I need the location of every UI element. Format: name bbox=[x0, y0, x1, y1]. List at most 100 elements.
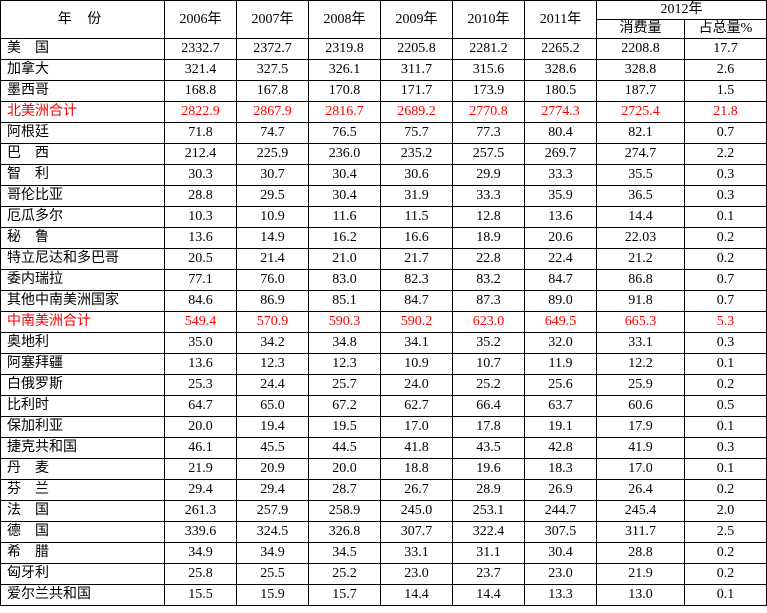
row-name: 白俄罗斯 bbox=[0, 374, 165, 396]
cell-value: 0.1 bbox=[684, 206, 767, 228]
cell-value: 324.5 bbox=[236, 521, 309, 543]
cell-value: 21.8 bbox=[684, 101, 767, 123]
cell-value: 10.7 bbox=[452, 353, 525, 375]
cell-value: 235.2 bbox=[380, 143, 453, 165]
cell-value: 258.9 bbox=[308, 500, 381, 522]
cell-value: 80.4 bbox=[524, 122, 597, 144]
cell-value: 549.4 bbox=[164, 311, 237, 333]
table-row: 阿塞拜疆 13.6 12.3 12.3 10.9 10.7 11.9 12.2 0.1 bbox=[0, 353, 767, 375]
cell-value: 35.0 bbox=[164, 332, 237, 354]
cell-value: 2770.8 bbox=[452, 101, 525, 123]
row-name: 保加利亚 bbox=[0, 416, 165, 438]
cell-value: 0.3 bbox=[684, 437, 767, 459]
cell-value: 35.5 bbox=[596, 164, 685, 186]
cell-value: 32.0 bbox=[524, 332, 597, 354]
cell-value: 321.4 bbox=[164, 59, 237, 81]
cell-value: 2822.9 bbox=[164, 101, 237, 123]
cell-value: 590.2 bbox=[380, 311, 453, 333]
cell-value: 322.4 bbox=[452, 521, 525, 543]
cell-value: 41.9 bbox=[596, 437, 685, 459]
cell-value: 19.6 bbox=[452, 458, 525, 480]
cell-value: 20.6 bbox=[524, 227, 597, 249]
cell-value: 17.0 bbox=[596, 458, 685, 480]
table-row: 委内瑞拉 77.1 76.0 83.0 82.3 83.2 84.7 86.8 0.7 bbox=[0, 269, 767, 291]
cell-value: 14.9 bbox=[236, 227, 309, 249]
table-row: 智 利 30.3 30.7 30.4 30.6 29.9 33.3 35.5 0.3 bbox=[0, 164, 767, 186]
cell-value: 29.5 bbox=[236, 185, 309, 207]
cell-value: 30.4 bbox=[308, 185, 381, 207]
cell-value: 5.3 bbox=[684, 311, 767, 333]
cell-value: 13.6 bbox=[164, 227, 237, 249]
sub-header: 消费量 bbox=[596, 19, 685, 39]
cell-value: 33.3 bbox=[524, 164, 597, 186]
table-row: 白俄罗斯 25.3 24.4 25.7 24.0 25.2 25.6 25.9 0.2 bbox=[0, 374, 767, 396]
cell-value: 23.0 bbox=[524, 563, 597, 585]
cell-value: 15.5 bbox=[164, 584, 237, 606]
row-name: 智 利 bbox=[0, 164, 165, 186]
table-row: 其他中南美洲国家 84.6 86.9 85.1 84.7 87.3 89.0 91.8 0.7 bbox=[0, 290, 767, 312]
cell-value: 326.8 bbox=[308, 521, 381, 543]
year-label: 年 份 bbox=[0, 0, 165, 39]
table-body: 美 国 2332.7 2372.7 2319.8 2205.8 2281.2 2265.2 2… bbox=[0, 38, 767, 606]
cell-value: 28.8 bbox=[164, 185, 237, 207]
cell-value: 21.9 bbox=[164, 458, 237, 480]
cell-value: 0.2 bbox=[684, 248, 767, 270]
cell-value: 11.9 bbox=[524, 353, 597, 375]
cell-value: 75.7 bbox=[380, 122, 453, 144]
year-header: 2008年 bbox=[308, 0, 381, 39]
cell-value: 22.4 bbox=[524, 248, 597, 270]
cell-value: 82.1 bbox=[596, 122, 685, 144]
cell-value: 15.7 bbox=[308, 584, 381, 606]
cell-value: 261.3 bbox=[164, 500, 237, 522]
cell-value: 257.5 bbox=[452, 143, 525, 165]
cell-value: 2.0 bbox=[684, 500, 767, 522]
year-header: 2007年 bbox=[236, 0, 309, 39]
cell-value: 168.8 bbox=[164, 80, 237, 102]
cell-value: 34.8 bbox=[308, 332, 381, 354]
cell-value: 34.9 bbox=[164, 542, 237, 564]
cell-value: 665.3 bbox=[596, 311, 685, 333]
cell-value: 35.9 bbox=[524, 185, 597, 207]
cell-value: 31.9 bbox=[380, 185, 453, 207]
cell-value: 33.3 bbox=[452, 185, 525, 207]
cell-value: 83.0 bbox=[308, 269, 381, 291]
cell-value: 16.2 bbox=[308, 227, 381, 249]
cell-value: 22.03 bbox=[596, 227, 685, 249]
cell-value: 19.5 bbox=[308, 416, 381, 438]
cell-value: 13.3 bbox=[524, 584, 597, 606]
table-row: 比利时 64.7 65.0 67.2 62.7 66.4 63.7 60.6 0.5 bbox=[0, 395, 767, 417]
cell-value: 82.3 bbox=[380, 269, 453, 291]
cell-value: 26.4 bbox=[596, 479, 685, 501]
cell-value: 0.5 bbox=[684, 395, 767, 417]
cell-value: 10.9 bbox=[380, 353, 453, 375]
cell-value: 173.9 bbox=[452, 80, 525, 102]
header-row: 年 份 2006年 2007年 2008年 2009年 2010年 2011年 2012年 bbox=[0, 0, 767, 39]
cell-value: 60.6 bbox=[596, 395, 685, 417]
cell-value: 77.1 bbox=[164, 269, 237, 291]
cell-value: 34.5 bbox=[308, 542, 381, 564]
row-name: 厄瓜多尔 bbox=[0, 206, 165, 228]
row-name: 中南美洲合计 bbox=[0, 311, 165, 333]
cell-value: 180.5 bbox=[524, 80, 597, 102]
row-name: 德 国 bbox=[0, 521, 165, 543]
cell-value: 0.7 bbox=[684, 290, 767, 312]
cell-value: 0.2 bbox=[684, 563, 767, 585]
row-name: 加拿大 bbox=[0, 59, 165, 81]
cell-value: 62.7 bbox=[380, 395, 453, 417]
cell-value: 2.2 bbox=[684, 143, 767, 165]
cell-value: 26.9 bbox=[524, 479, 597, 501]
row-name: 法 国 bbox=[0, 500, 165, 522]
cell-value: 30.4 bbox=[524, 542, 597, 564]
cell-value: 87.3 bbox=[452, 290, 525, 312]
cell-value: 89.0 bbox=[524, 290, 597, 312]
cell-value: 14.4 bbox=[380, 584, 453, 606]
cell-value: 34.9 bbox=[236, 542, 309, 564]
cell-value: 63.7 bbox=[524, 395, 597, 417]
cell-value: 29.4 bbox=[236, 479, 309, 501]
row-name: 比利时 bbox=[0, 395, 165, 417]
cell-value: 17.9 bbox=[596, 416, 685, 438]
cell-value: 0.1 bbox=[684, 353, 767, 375]
cell-value: 31.1 bbox=[452, 542, 525, 564]
cell-value: 28.9 bbox=[452, 479, 525, 501]
year-header: 2009年 bbox=[380, 0, 453, 39]
